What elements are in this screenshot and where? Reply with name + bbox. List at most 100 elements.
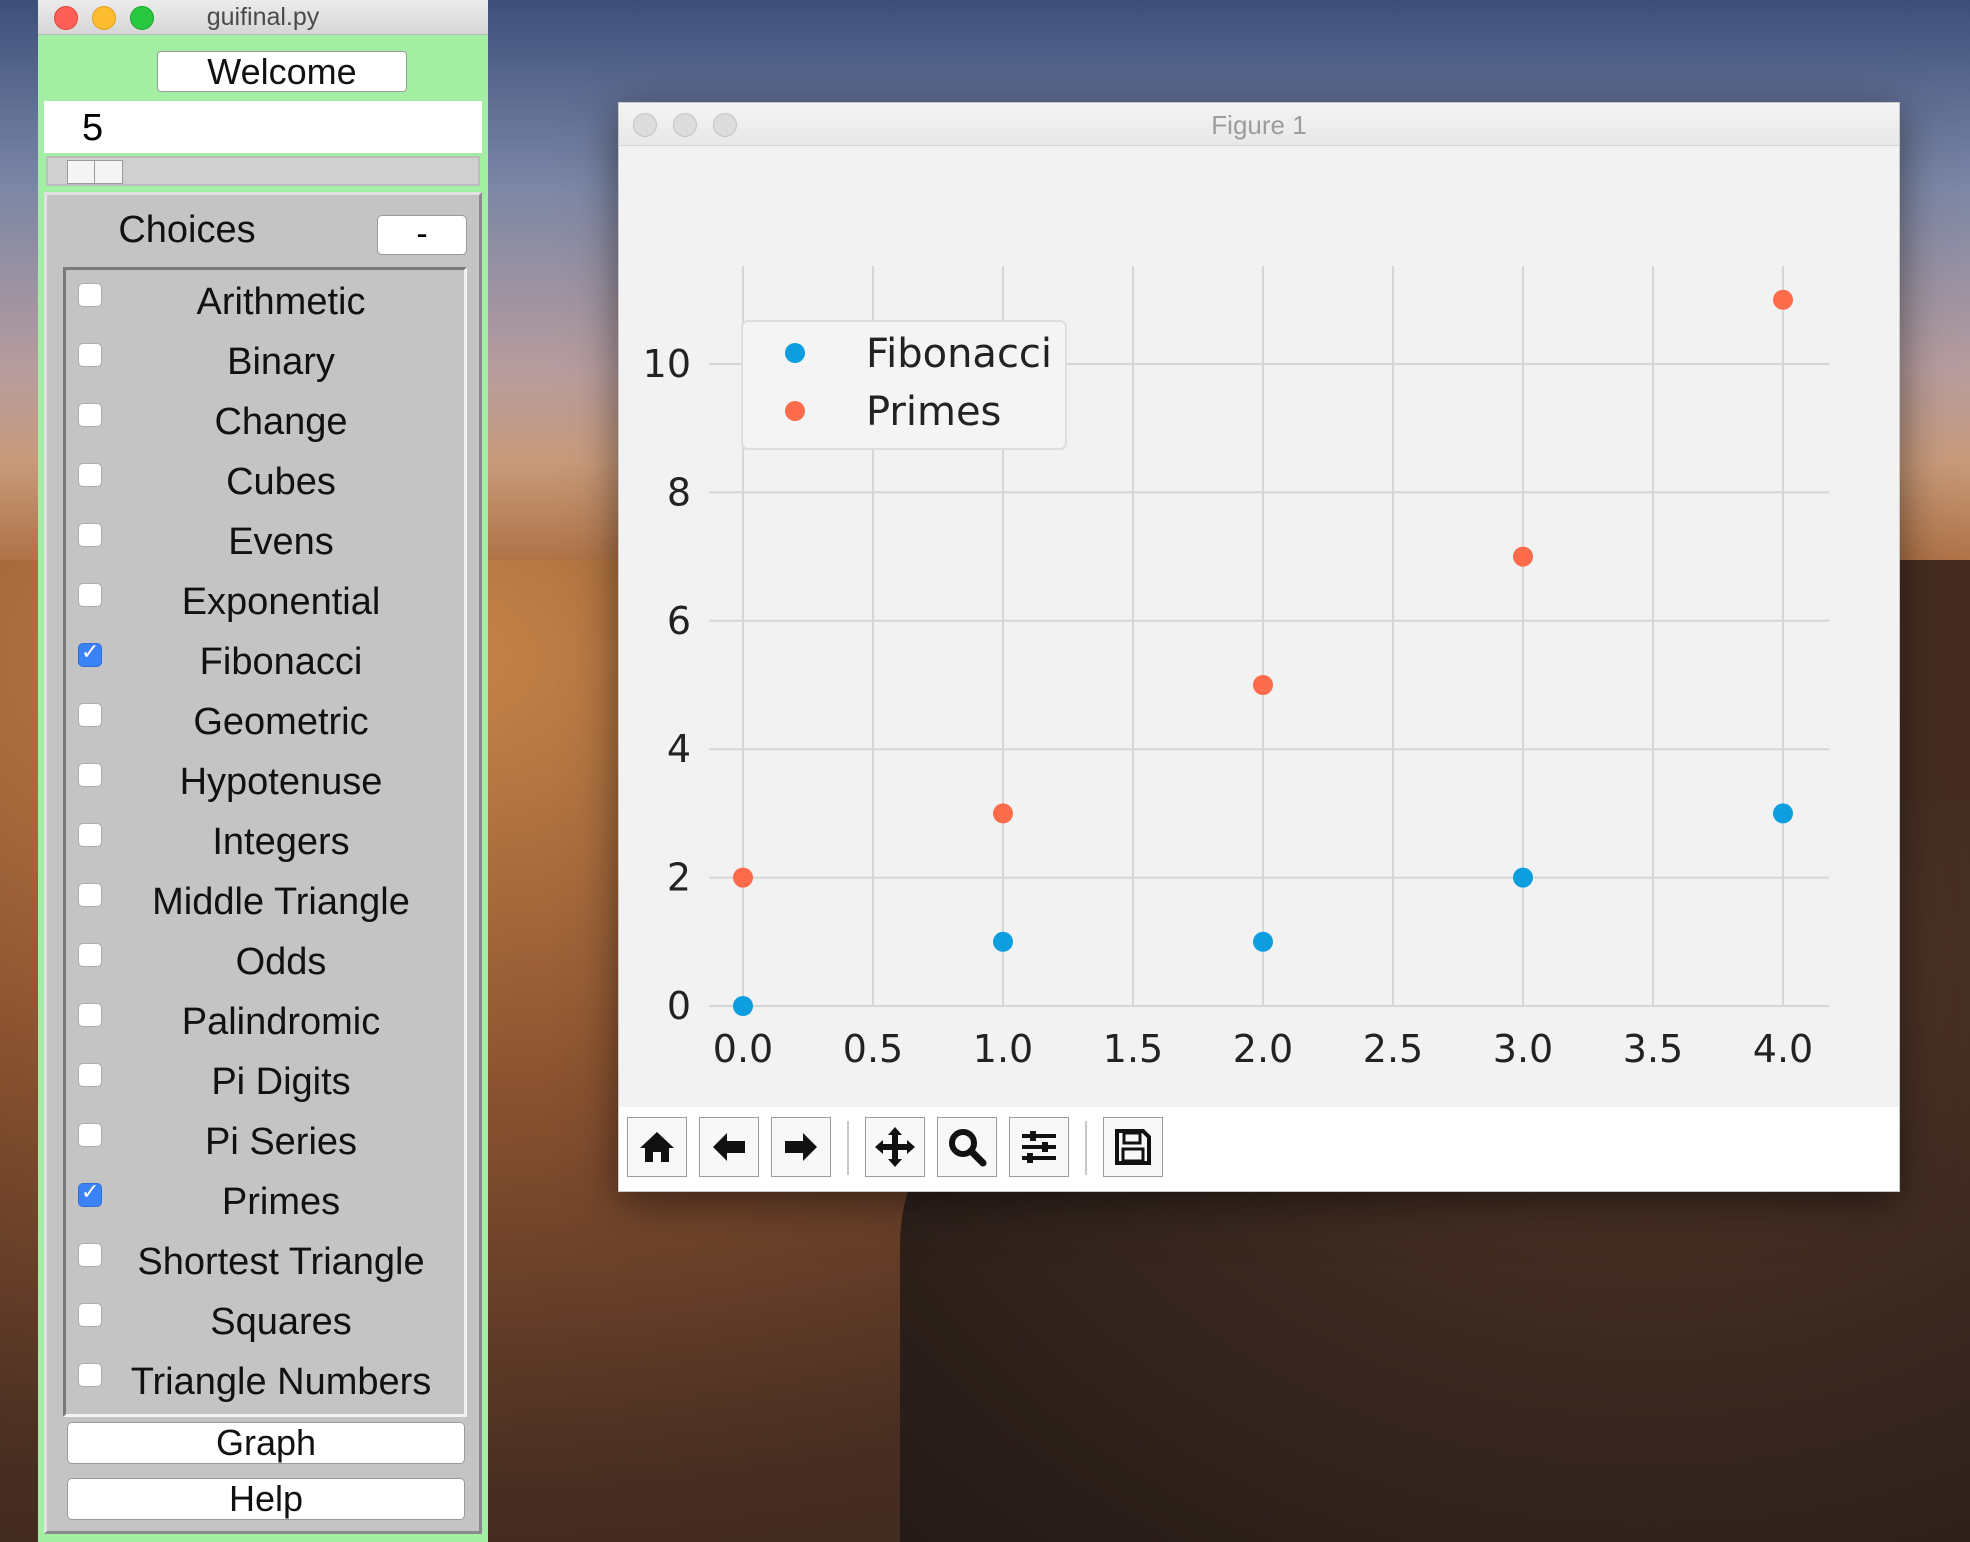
choice-checkbox[interactable] <box>78 883 102 907</box>
choice-item[interactable]: Primes <box>66 1176 464 1236</box>
x-tick-label: 4.0 <box>1753 1027 1813 1071</box>
x-tick-label: 0.0 <box>713 1027 773 1071</box>
zoom-window-icon[interactable] <box>713 113 737 137</box>
choice-item[interactable]: Arithmetic <box>66 276 464 336</box>
choice-label: Shortest Triangle <box>137 1241 425 1283</box>
choice-checkbox[interactable] <box>78 1303 102 1327</box>
choice-item[interactable]: Integers <box>66 816 464 876</box>
welcome-button[interactable]: Welcome <box>157 51 407 92</box>
choice-label: Primes <box>221 1181 341 1223</box>
collapse-button[interactable]: - <box>377 215 467 255</box>
choice-label: Change <box>214 401 348 443</box>
configure-subplots-icon[interactable] <box>1009 1117 1069 1177</box>
choice-label: Middle Triangle <box>152 881 410 923</box>
choice-checkbox[interactable] <box>78 1363 102 1387</box>
scale-slider[interactable] <box>46 156 480 186</box>
pan-icon[interactable] <box>865 1117 925 1177</box>
choice-label: Cubes <box>226 461 336 503</box>
choice-label: Pi Digits <box>211 1061 351 1103</box>
choice-label: Palindromic <box>181 1001 381 1043</box>
data-point-primes <box>733 867 753 888</box>
choice-item[interactable]: Exponential <box>66 576 464 636</box>
y-tick-label: 0 <box>667 984 691 1028</box>
choice-checkbox[interactable] <box>78 463 102 487</box>
minimize-window-icon[interactable] <box>673 113 697 137</box>
choice-item[interactable]: Change <box>66 396 464 456</box>
y-tick-label: 4 <box>667 727 691 771</box>
choice-item[interactable]: Hypotenuse <box>66 756 464 816</box>
gui-window: guifinal.py Welcome 5 Choices - Arithmet… <box>38 0 488 1542</box>
x-tick-label: 2.0 <box>1233 1027 1293 1071</box>
figure-titlebar[interactable]: Figure 1 <box>619 103 1899 146</box>
choice-checkbox[interactable] <box>78 640 102 667</box>
close-window-icon[interactable] <box>54 6 78 30</box>
help-button[interactable]: Help <box>67 1478 465 1520</box>
back-arrow-icon[interactable] <box>699 1117 759 1177</box>
choice-item[interactable]: Middle Triangle <box>66 876 464 936</box>
choice-checkbox[interactable] <box>78 1063 102 1087</box>
choice-item[interactable]: Palindromic <box>66 996 464 1056</box>
choice-item[interactable]: Geometric <box>66 696 464 756</box>
gui-titlebar[interactable]: guifinal.py <box>38 0 488 35</box>
choice-item[interactable]: Binary <box>66 336 464 396</box>
choice-item[interactable]: Odds <box>66 936 464 996</box>
choice-item[interactable]: Shortest Triangle <box>66 1236 464 1296</box>
window-title: guifinal.py <box>206 3 320 31</box>
x-tick-label: 3.5 <box>1623 1027 1683 1071</box>
legend-label: Fibonacci <box>866 331 1052 377</box>
scatter-plot[interactable]: 0.0 0.5 1.0 1.5 2.0 2.5 3.0 3.5 4.0 0 2 4 6 8 10 Fibona… <box>619 146 1899 1106</box>
legend-label: Primes <box>866 389 1001 435</box>
choice-item[interactable]: Triangle Numbers <box>66 1356 464 1416</box>
legend-marker <box>785 343 805 363</box>
choice-label: Evens <box>228 521 334 563</box>
graph-button[interactable]: Graph <box>67 1422 465 1464</box>
legend-marker <box>785 401 805 421</box>
choices-frame: Choices - Arithmetic Binary Change Cubes Eve… <box>44 192 482 1534</box>
choice-item[interactable]: Fibonacci <box>66 636 464 696</box>
choice-item[interactable]: Pi Digits <box>66 1056 464 1116</box>
number-entry[interactable]: 5 <box>44 101 482 153</box>
choice-checkbox[interactable] <box>78 703 102 727</box>
data-point-primes <box>993 803 1013 824</box>
choice-label: Squares <box>210 1301 352 1343</box>
save-icon[interactable] <box>1103 1117 1163 1177</box>
data-point-primes <box>1253 675 1273 695</box>
slider-thumb[interactable] <box>66 160 123 184</box>
choice-item[interactable]: Evens <box>66 516 464 576</box>
choice-checkbox[interactable] <box>78 1180 102 1207</box>
y-tick-label: 2 <box>667 856 691 900</box>
home-icon[interactable] <box>627 1117 687 1177</box>
choice-checkbox[interactable] <box>78 523 102 547</box>
data-point-primes <box>1513 546 1533 567</box>
x-tick-label: 2.5 <box>1363 1027 1423 1071</box>
choice-checkbox[interactable] <box>78 583 102 607</box>
choice-item[interactable]: Pi Series <box>66 1116 464 1176</box>
choice-label: Hypotenuse <box>179 761 383 803</box>
choice-checkbox[interactable] <box>78 403 102 427</box>
data-point-fibonacci <box>1253 931 1273 952</box>
zoom-icon[interactable] <box>937 1117 997 1177</box>
legend-box <box>741 320 1067 450</box>
choice-item[interactable]: Cubes <box>66 456 464 516</box>
zoom-window-icon[interactable] <box>130 6 154 30</box>
choice-item[interactable]: Squares <box>66 1296 464 1356</box>
choice-label: Exponential <box>181 581 381 623</box>
choice-checkbox[interactable] <box>78 763 102 787</box>
choice-label: Geometric <box>193 701 369 743</box>
entry-value: 5 <box>82 107 104 149</box>
choice-checkbox[interactable] <box>78 283 102 307</box>
choice-checkbox[interactable] <box>78 343 102 367</box>
choice-checkbox[interactable] <box>78 823 102 847</box>
choices-list: Arithmetic Binary Change Cubes Evens Exponent… <box>63 267 467 1417</box>
figure-window: Figure 1 0.0 0.5 1.0 1.5 2.0 2.5 3.0 3.5 4.0 0 2 4 6… <box>618 102 1900 1192</box>
choice-checkbox[interactable] <box>78 943 102 967</box>
choice-checkbox[interactable] <box>78 1003 102 1027</box>
choice-label: Binary <box>227 341 335 383</box>
close-window-icon[interactable] <box>633 113 657 137</box>
y-tick-label: 8 <box>667 470 691 514</box>
choice-checkbox[interactable] <box>78 1243 102 1267</box>
choice-checkbox[interactable] <box>78 1123 102 1147</box>
minimize-window-icon[interactable] <box>92 6 116 30</box>
forward-arrow-icon[interactable] <box>771 1117 831 1177</box>
data-point-fibonacci <box>993 931 1013 952</box>
